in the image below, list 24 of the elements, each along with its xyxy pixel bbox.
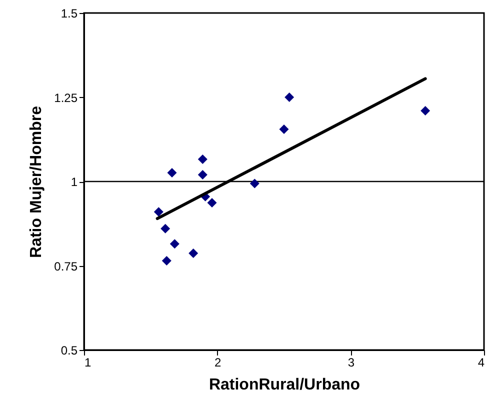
point <box>167 168 177 178</box>
point <box>284 92 294 102</box>
point <box>420 106 430 116</box>
x-tick-label: 4 <box>478 356 485 370</box>
point <box>188 248 198 258</box>
x-tick-label: 3 <box>348 356 355 370</box>
point <box>198 154 208 164</box>
y-tick-label: 0.5 <box>60 344 78 358</box>
point <box>279 124 289 134</box>
x-tick-label: 2 <box>214 356 222 370</box>
x-axis-title: RationRural/Urbano <box>208 376 360 394</box>
point <box>207 198 217 208</box>
y-axis-title: Ratio Mujer/Hombre <box>28 106 46 258</box>
point <box>198 170 208 180</box>
y-tick-label: 1.25 <box>54 90 78 105</box>
x-tick-label: 1 <box>84 356 92 370</box>
point <box>154 207 164 217</box>
y-tick-label: 1 <box>70 175 78 189</box>
point <box>250 178 260 188</box>
point <box>170 239 180 249</box>
y-tick-label: 0.75 <box>54 259 78 274</box>
point <box>160 224 170 234</box>
y-tick-label: 1.5 <box>60 6 78 20</box>
point <box>162 256 172 266</box>
